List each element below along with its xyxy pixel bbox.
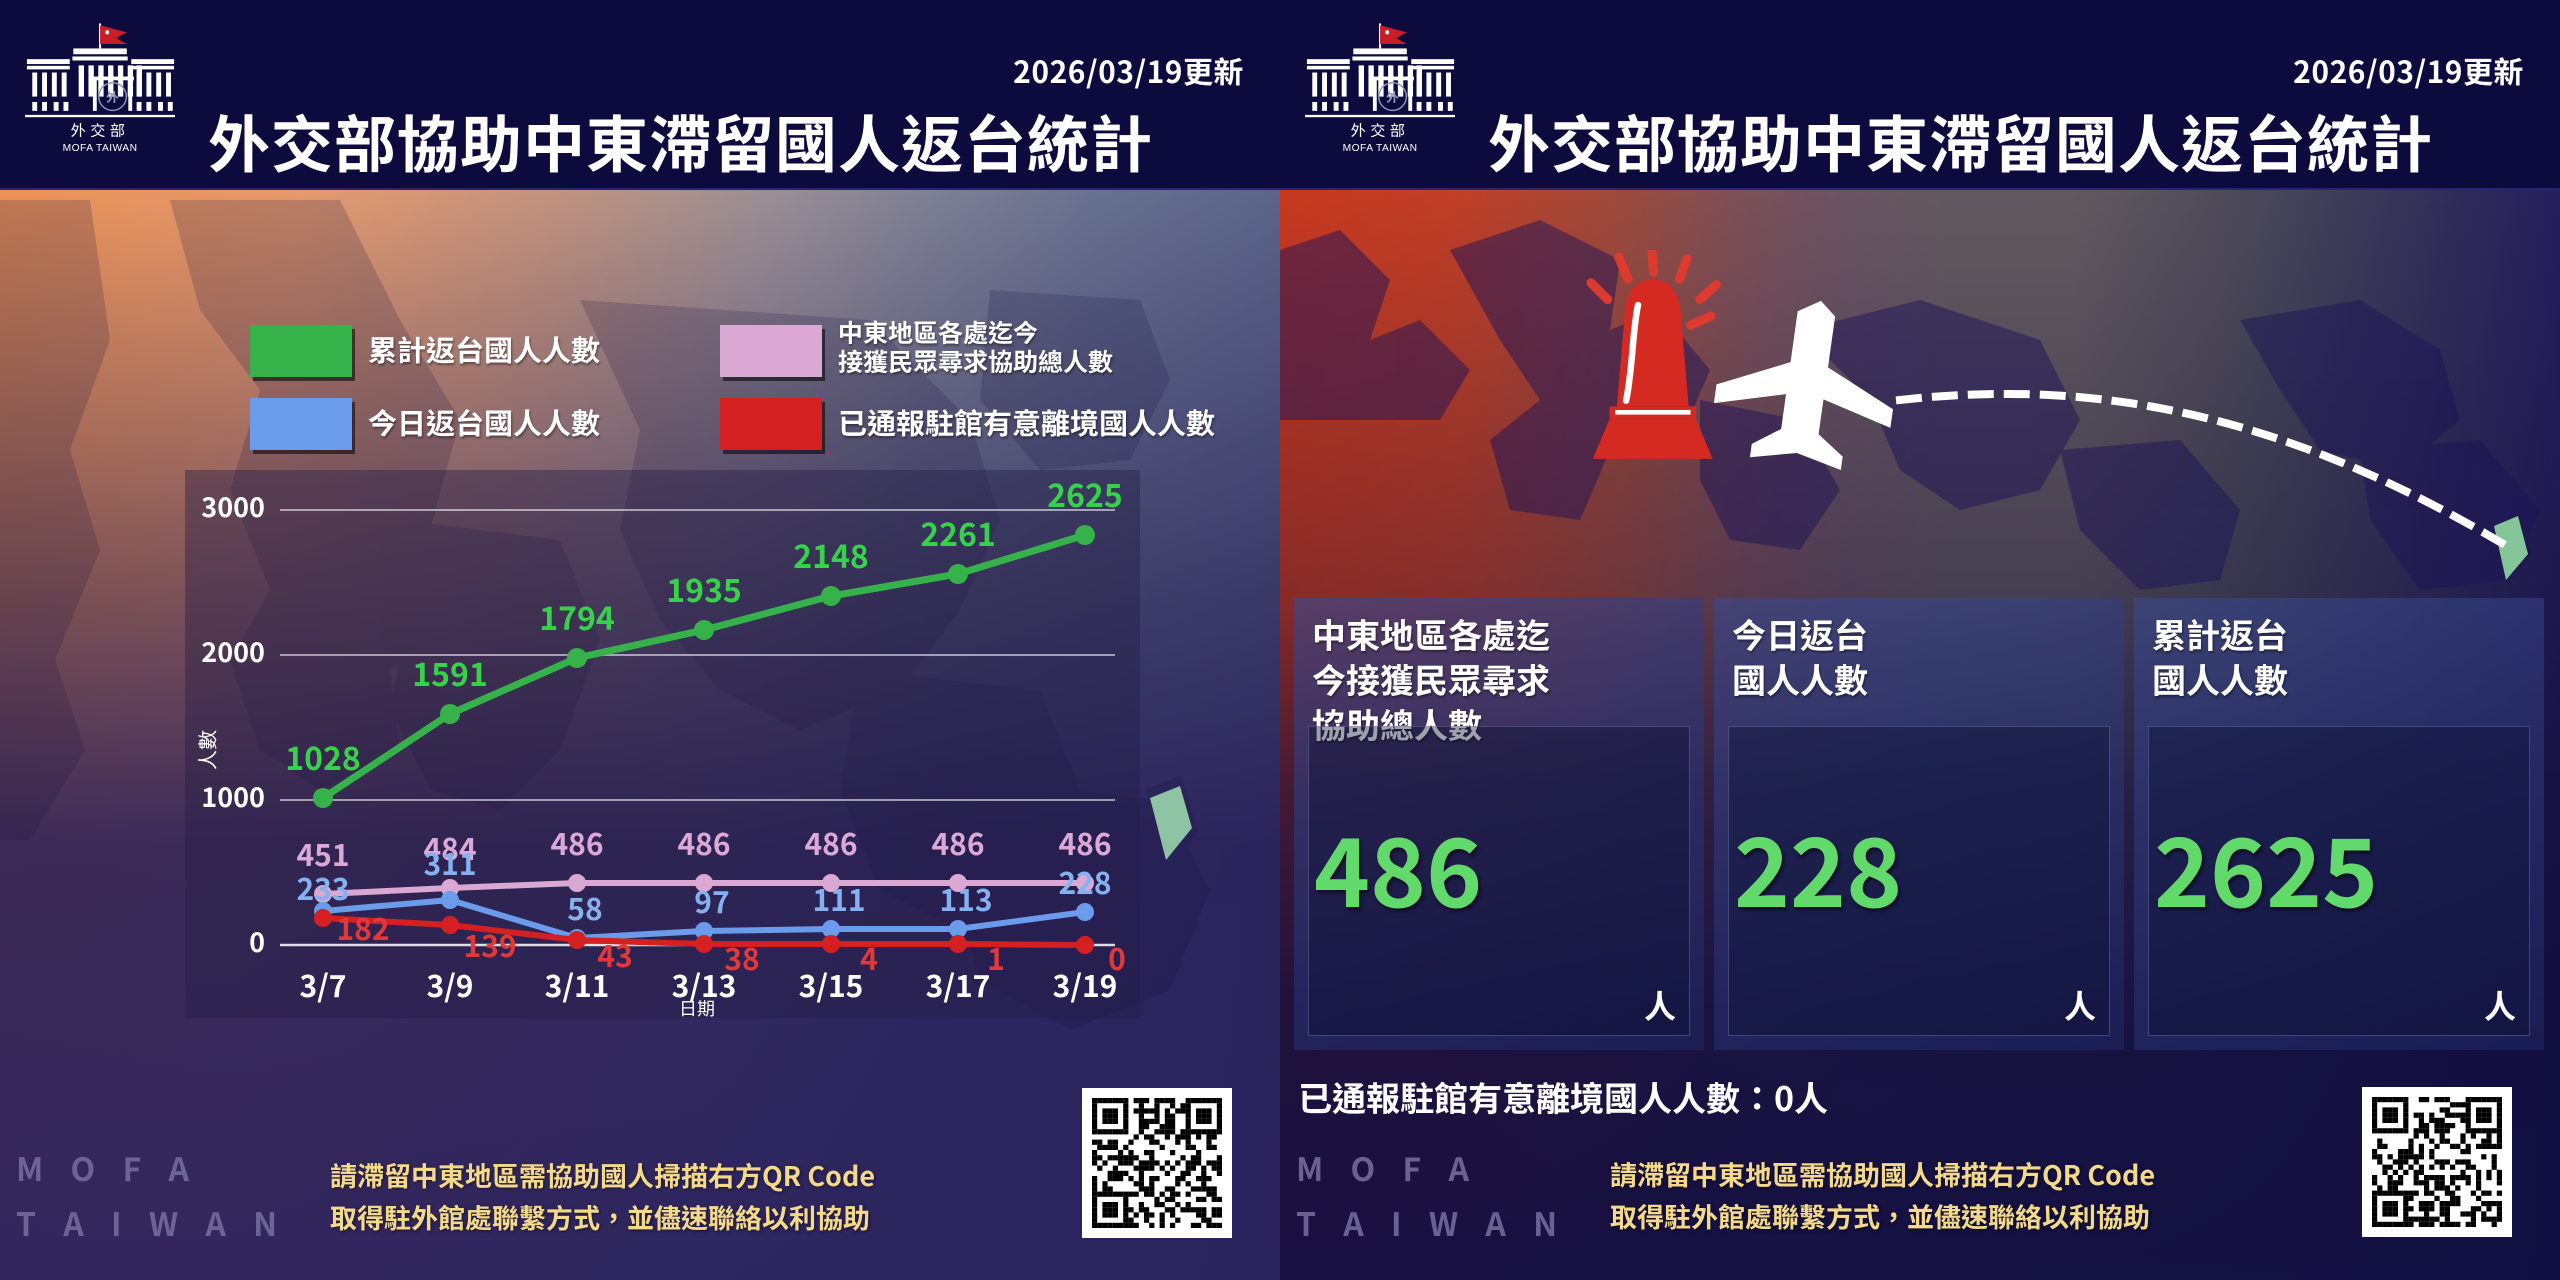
svg-text:97: 97 bbox=[694, 878, 729, 922]
svg-text:486: 486 bbox=[931, 820, 984, 864]
svg-text:2148: 2148 bbox=[793, 532, 869, 578]
svg-text:1935: 1935 bbox=[666, 566, 742, 612]
svg-text:3000: 3000 bbox=[201, 486, 265, 525]
svg-text:228: 228 bbox=[1058, 859, 1111, 903]
svg-text:4: 4 bbox=[860, 935, 878, 979]
svg-text:486: 486 bbox=[1058, 820, 1111, 864]
svg-text:3/7: 3/7 bbox=[299, 962, 346, 1006]
svg-text:0: 0 bbox=[249, 921, 265, 960]
svg-text:111: 111 bbox=[812, 876, 865, 920]
svg-text:113: 113 bbox=[939, 876, 992, 920]
svg-text:1000: 1000 bbox=[201, 776, 265, 815]
svg-text:233: 233 bbox=[296, 865, 349, 909]
svg-text:486: 486 bbox=[677, 820, 730, 864]
svg-text:0: 0 bbox=[1108, 935, 1126, 979]
svg-text:3/15: 3/15 bbox=[799, 962, 864, 1006]
svg-text:182: 182 bbox=[336, 905, 389, 949]
svg-text:日期: 日期 bbox=[679, 995, 715, 1018]
svg-text:486: 486 bbox=[550, 820, 603, 864]
svg-text:311: 311 bbox=[423, 840, 476, 884]
svg-text:2625: 2625 bbox=[1047, 471, 1123, 517]
svg-text:2261: 2261 bbox=[920, 510, 996, 556]
svg-text:外交部: 外交部 bbox=[71, 119, 130, 141]
svg-text:外: 外 bbox=[106, 88, 119, 106]
svg-text:外: 外 bbox=[1386, 88, 1399, 106]
svg-text:139: 139 bbox=[463, 922, 516, 966]
svg-text:MOFA TAIWAN: MOFA TAIWAN bbox=[63, 143, 138, 152]
svg-text:38: 38 bbox=[724, 935, 759, 979]
svg-text:43: 43 bbox=[597, 932, 632, 976]
svg-text:人數: 人數 bbox=[192, 730, 221, 770]
svg-text:1028: 1028 bbox=[285, 734, 361, 780]
svg-text:58: 58 bbox=[567, 885, 602, 929]
svg-text:MOFA TAIWAN: MOFA TAIWAN bbox=[1343, 143, 1418, 152]
svg-text:1794: 1794 bbox=[539, 594, 615, 640]
svg-text:2000: 2000 bbox=[201, 631, 265, 670]
svg-text:1: 1 bbox=[987, 935, 1005, 979]
svg-text:3/9: 3/9 bbox=[426, 962, 473, 1006]
svg-text:外交部: 外交部 bbox=[1351, 119, 1410, 141]
svg-text:486: 486 bbox=[804, 820, 857, 864]
svg-text:3/17: 3/17 bbox=[926, 962, 991, 1006]
svg-text:1591: 1591 bbox=[412, 650, 488, 696]
